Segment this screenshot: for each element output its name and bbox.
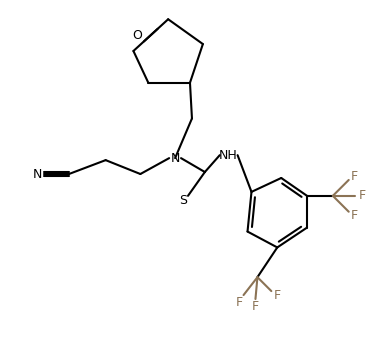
Text: F: F: [351, 209, 358, 222]
Text: N: N: [33, 168, 42, 181]
Text: F: F: [274, 289, 281, 302]
Text: NH: NH: [218, 149, 237, 162]
Text: F: F: [351, 170, 358, 182]
Text: F: F: [236, 296, 243, 309]
Text: N: N: [171, 152, 180, 165]
Text: S: S: [179, 194, 187, 207]
Text: O: O: [132, 29, 142, 42]
Text: F: F: [359, 189, 366, 202]
Text: F: F: [252, 301, 259, 314]
